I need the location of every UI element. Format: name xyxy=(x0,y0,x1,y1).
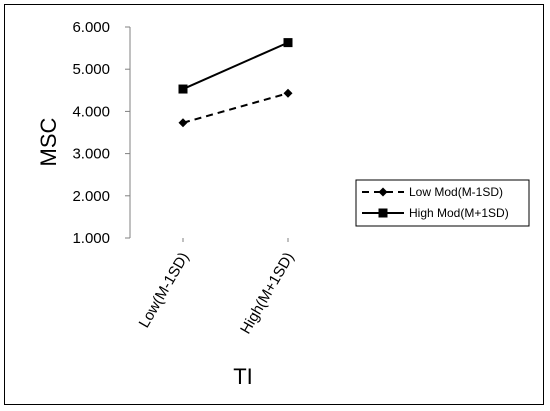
x-tick-label: High(M+1SD) xyxy=(237,250,297,338)
y-tick-group: 1.000 2.000 3.000 4.000 5.000 6.000 xyxy=(72,19,130,247)
y-tick-label: 1.000 xyxy=(72,230,110,247)
legend-marker xyxy=(378,208,388,218)
series-line-1 xyxy=(182,92,289,124)
legend: Low Mod(M-1SD) High Mod(M+1SD) xyxy=(355,179,530,227)
x-axis-title: TI xyxy=(233,364,253,389)
data-point-diamond xyxy=(178,118,188,128)
x-tick-group: Low(M-1SD) High(M+1SD) xyxy=(136,238,297,338)
data-point-square xyxy=(178,84,188,94)
series-group xyxy=(178,38,293,128)
legend-box xyxy=(355,179,530,227)
series-line-2 xyxy=(182,41,289,90)
x-tick-label: Low(M-1SD) xyxy=(136,250,193,331)
y-axis-title: MSC xyxy=(36,117,61,166)
data-point-diamond xyxy=(283,88,293,98)
y-tick-label: 4.000 xyxy=(72,103,110,120)
legend-items: Low Mod(M-1SD) High Mod(M+1SD) xyxy=(362,185,509,220)
legend-label: High Mod(M+1SD) xyxy=(409,206,509,220)
y-tick-label: 5.000 xyxy=(72,61,110,78)
data-point-square xyxy=(283,38,293,48)
y-tick-label: 6.000 xyxy=(72,19,110,36)
y-tick-label: 3.000 xyxy=(72,146,110,163)
legend-marker xyxy=(378,187,388,197)
legend-label: Low Mod(M-1SD) xyxy=(409,185,503,199)
y-tick-label: 2.000 xyxy=(72,188,110,205)
